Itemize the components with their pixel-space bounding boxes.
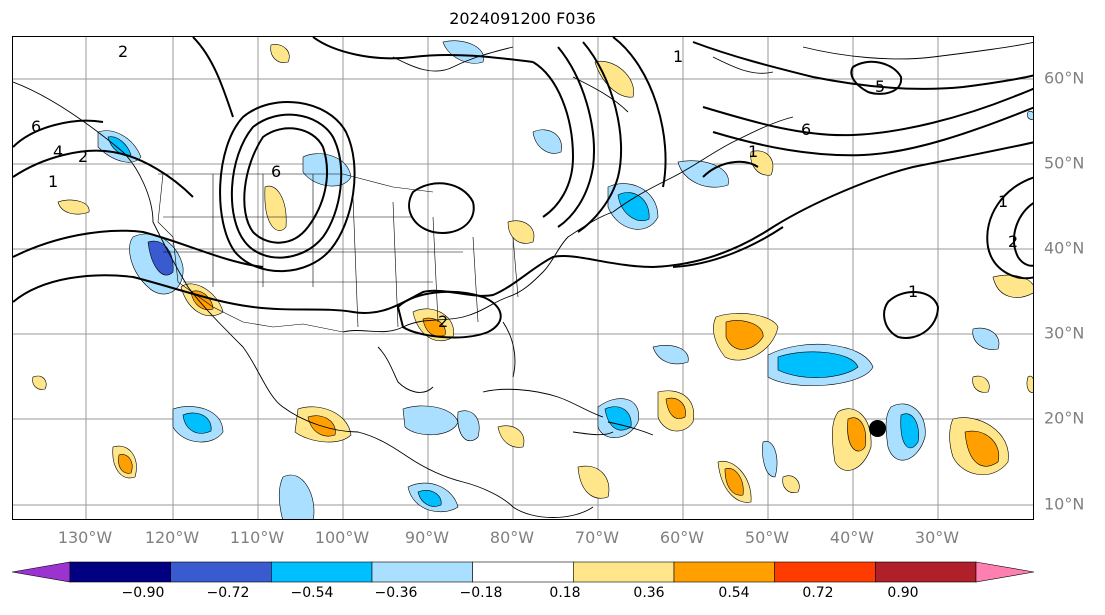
lat-label: 10°N (1044, 494, 1085, 514)
lat-label: 30°N (1044, 323, 1085, 343)
lon-label: 30°W (914, 528, 960, 547)
colorbar-segment (875, 561, 977, 583)
contour-label: 2 (78, 147, 88, 166)
lat-label: 50°N (1044, 153, 1085, 173)
map-plot-area[interactable]: 6 4 2 1 2 6 1 6 5 1 2 2 1 1 (12, 36, 1034, 520)
contour-label: 1 (998, 192, 1008, 211)
colorbar-segment (774, 561, 876, 583)
lon-label: 90°W (404, 528, 450, 547)
lon-label: 70°W (574, 528, 620, 547)
colorbar-extend-low (12, 561, 71, 583)
colorbar-tick: −0.36 (374, 585, 418, 601)
colorbar-tick: −0.54 (290, 585, 334, 601)
colorbar-segment (573, 561, 675, 583)
lon-label: 110°W (229, 528, 285, 547)
map-svg: 6 4 2 1 2 6 1 6 5 1 2 2 1 1 (13, 37, 1033, 519)
graticule (13, 37, 1033, 519)
contour-lines (13, 37, 1033, 339)
contour-label: 4 (53, 142, 63, 161)
lat-label: 40°N (1044, 238, 1085, 258)
contour-label: 1 (48, 172, 58, 191)
lon-label: 100°W (314, 528, 370, 547)
contour-label: 2 (438, 312, 448, 331)
contour-label: 6 (271, 162, 281, 181)
lon-label: 50°W (744, 528, 790, 547)
anomaly-fills (32, 40, 1033, 519)
colorbar-tick: −0.72 (206, 585, 250, 601)
contour-label: 2 (118, 42, 128, 61)
colorbar-extend-high (975, 561, 1035, 583)
contour-label: 5 (875, 77, 885, 96)
lon-label: 130°W (57, 528, 113, 547)
colorbar-segment (69, 561, 171, 583)
colorbar-segment (472, 561, 574, 583)
colorbar-segment (371, 561, 473, 583)
colorbar-tick: 0.54 (718, 585, 750, 601)
colorbar-tick: −0.90 (121, 585, 165, 601)
lon-label: 40°W (829, 528, 875, 547)
colorbar-tick: 0.72 (802, 585, 834, 601)
colorbar-segment (271, 561, 373, 583)
colorbar-tick: 0.36 (633, 585, 665, 601)
lat-label: 60°N (1044, 68, 1085, 88)
colorbar (12, 561, 1035, 583)
colorbar-segment (170, 561, 272, 583)
map-title: 2024091200 F036 (449, 9, 596, 28)
storm-center-marker (869, 420, 886, 437)
colorbar-tick: 0.18 (549, 585, 581, 601)
colorbar-tick: 0.90 (887, 585, 919, 601)
colorbar-segment (673, 561, 775, 583)
contour-label: 6 (801, 120, 811, 139)
colorbar-tick: −0.18 (459, 585, 503, 601)
lon-label: 80°W (489, 528, 535, 547)
contour-label: 1 (908, 282, 918, 301)
lat-label: 20°N (1044, 408, 1085, 428)
contour-label: 2 (1008, 232, 1018, 251)
contour-label: 1 (673, 47, 683, 66)
contour-label-group: 6 4 2 1 2 6 1 6 5 1 2 2 1 1 (31, 42, 1018, 331)
lon-label: 120°W (144, 528, 200, 547)
lon-label: 60°W (659, 528, 705, 547)
contour-label: 6 (31, 117, 41, 136)
contour-label: 1 (748, 142, 758, 161)
